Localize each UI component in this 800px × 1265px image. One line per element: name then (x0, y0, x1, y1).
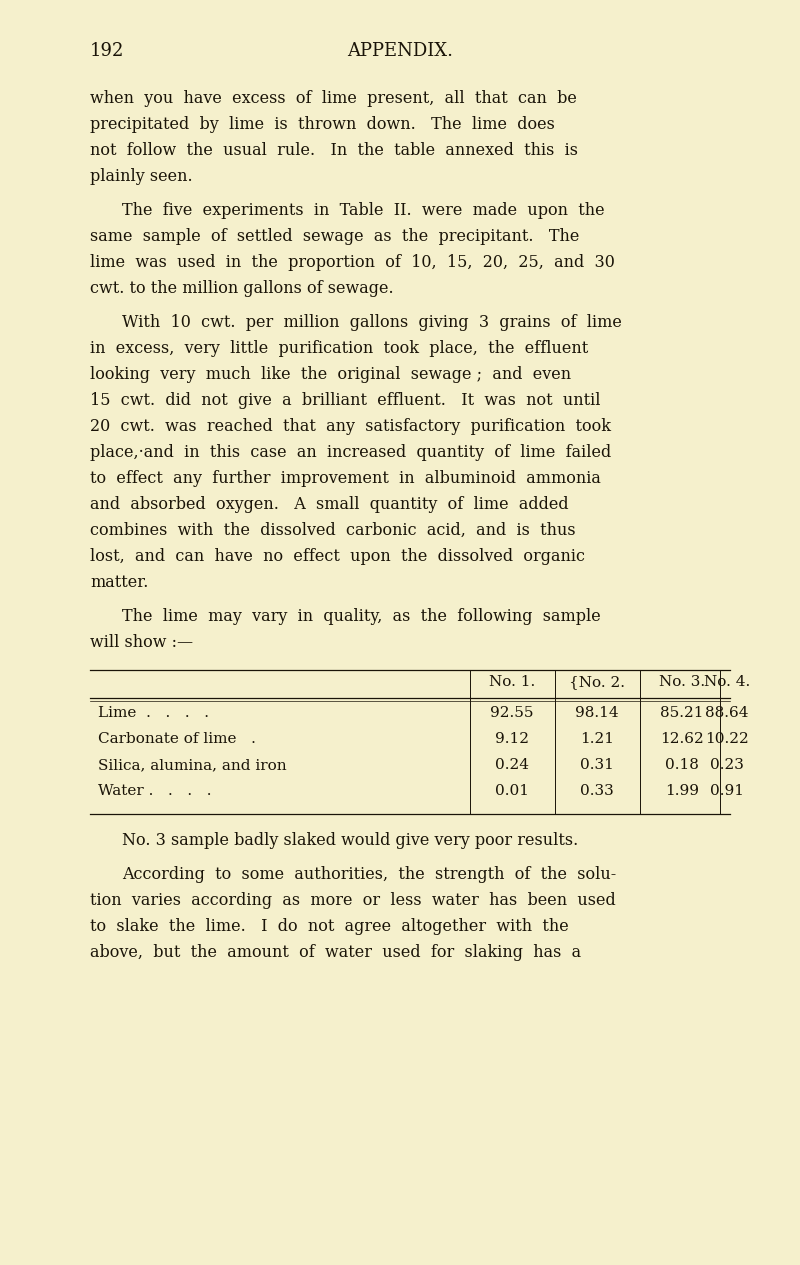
Text: lime  was  used  in  the  proportion  of  10,  15,  20,  25,  and  30: lime was used in the proportion of 10, 1… (90, 254, 615, 271)
Text: 98.14: 98.14 (575, 706, 619, 720)
Text: The  lime  may  vary  in  quality,  as  the  following  sample: The lime may vary in quality, as the fol… (122, 608, 601, 625)
Text: 0.23: 0.23 (710, 758, 744, 772)
Text: No. 3 sample badly slaked would give very poor results.: No. 3 sample badly slaked would give ver… (122, 832, 578, 849)
Text: 0.31: 0.31 (580, 758, 614, 772)
Text: 9.12: 9.12 (495, 732, 529, 746)
Text: tion  varies  according  as  more  or  less  water  has  been  used: tion varies according as more or less wa… (90, 892, 616, 910)
Text: 10.22: 10.22 (705, 732, 749, 746)
Text: Lime  .   .   .   .: Lime . . . . (98, 706, 209, 720)
Text: 0.91: 0.91 (710, 784, 744, 798)
Text: not  follow  the  usual  rule.   In  the  table  annexed  this  is: not follow the usual rule. In the table … (90, 142, 578, 159)
Text: plainly seen.: plainly seen. (90, 168, 193, 185)
Text: same  sample  of  settled  sewage  as  the  precipitant.   The: same sample of settled sewage as the pre… (90, 228, 579, 245)
Text: 15  cwt.  did  not  give  a  brilliant  effluent.   It  was  not  until: 15 cwt. did not give a brilliant effluen… (90, 392, 601, 409)
Text: 1.21: 1.21 (580, 732, 614, 746)
Text: in  excess,  very  little  purification  took  place,  the  effluent: in excess, very little purification took… (90, 340, 588, 357)
Text: 12.62: 12.62 (660, 732, 704, 746)
Text: 20  cwt.  was  reached  that  any  satisfactory  purification  took: 20 cwt. was reached that any satisfactor… (90, 417, 611, 435)
Text: 0.24: 0.24 (495, 758, 529, 772)
Text: lost,  and  can  have  no  effect  upon  the  dissolved  organic: lost, and can have no effect upon the di… (90, 548, 585, 565)
Text: 0.01: 0.01 (495, 784, 529, 798)
Text: Carbonate of lime   .: Carbonate of lime . (98, 732, 256, 746)
Text: {No. 2.: {No. 2. (569, 676, 625, 689)
Text: 192: 192 (90, 42, 124, 59)
Text: when  you  have  excess  of  lime  present,  all  that  can  be: when you have excess of lime present, al… (90, 90, 577, 108)
Text: The  five  experiments  in  Table  II.  were  made  upon  the: The five experiments in Table II. were m… (122, 202, 605, 219)
Text: to  slake  the  lime.   I  do  not  agree  altogether  with  the: to slake the lime. I do not agree altoge… (90, 918, 569, 935)
Text: 88.64: 88.64 (706, 706, 749, 720)
Text: will show :—: will show :— (90, 634, 193, 651)
Text: looking  very  much  like  the  original  sewage ;  and  even: looking very much like the original sewa… (90, 366, 571, 383)
Text: APPENDIX.: APPENDIX. (347, 42, 453, 59)
Text: With  10  cwt.  per  million  gallons  giving  3  grains  of  lime: With 10 cwt. per million gallons giving … (122, 314, 622, 331)
Text: 0.33: 0.33 (580, 784, 614, 798)
Text: Silica, alumina, and iron: Silica, alumina, and iron (98, 758, 286, 772)
Text: 92.55: 92.55 (490, 706, 534, 720)
Text: to  effect  any  further  improvement  in  albuminoid  ammonia: to effect any further improvement in alb… (90, 471, 601, 487)
Text: above,  but  the  amount  of  water  used  for  slaking  has  a: above, but the amount of water used for … (90, 944, 581, 961)
Text: place,·and  in  this  case  an  increased  quantity  of  lime  failed: place,·and in this case an increased qua… (90, 444, 611, 460)
Text: combines  with  the  dissolved  carbonic  acid,  and  is  thus: combines with the dissolved carbonic aci… (90, 522, 576, 539)
Text: 1.99: 1.99 (665, 784, 699, 798)
Text: According  to  some  authorities,  the  strength  of  the  solu-: According to some authorities, the stren… (122, 867, 616, 883)
Text: cwt. to the million gallons of sewage.: cwt. to the million gallons of sewage. (90, 280, 394, 297)
Text: 0.18: 0.18 (665, 758, 699, 772)
Text: No. 1.: No. 1. (489, 676, 535, 689)
Text: precipitated  by  lime  is  thrown  down.   The  lime  does: precipitated by lime is thrown down. The… (90, 116, 555, 133)
Text: matter.: matter. (90, 574, 148, 591)
Text: No. 3.: No. 3. (659, 676, 705, 689)
Text: Water .   .   .   .: Water . . . . (98, 784, 211, 798)
Text: 85.21: 85.21 (660, 706, 704, 720)
Text: No. 4.: No. 4. (704, 676, 750, 689)
Text: and  absorbed  oxygen.   A  small  quantity  of  lime  added: and absorbed oxygen. A small quantity of… (90, 496, 569, 514)
